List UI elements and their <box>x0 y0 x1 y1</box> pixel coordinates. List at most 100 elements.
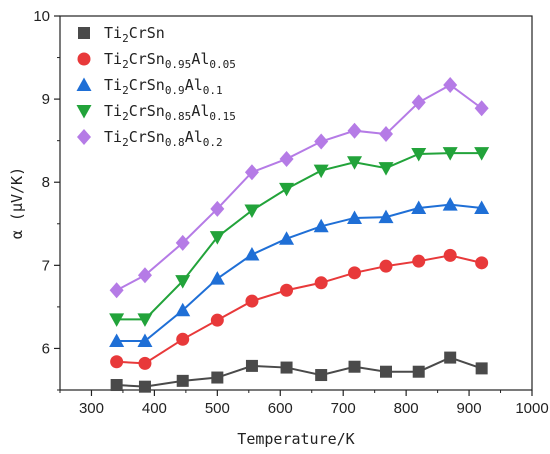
data-point <box>210 313 224 327</box>
data-point <box>313 164 329 179</box>
data-point <box>279 231 295 245</box>
legend: Ti2CrSn Ti2CrSn0.95Al0.05 Ti2CrSn0.9Al0.1 T… <box>76 24 236 149</box>
legend-marker <box>78 27 90 39</box>
series-5 <box>109 76 489 299</box>
x-axis-title: Temperature/K <box>237 430 354 448</box>
plot-frame <box>59 15 533 391</box>
data-point <box>137 313 153 327</box>
data-point <box>379 259 393 273</box>
data-point <box>137 267 152 284</box>
data-point <box>245 294 259 308</box>
data-point <box>378 126 393 143</box>
y-tick-label: 10 <box>33 8 50 25</box>
y-tick-label: 7 <box>42 257 50 274</box>
data-point <box>442 147 458 161</box>
data-point <box>176 374 189 387</box>
data-point <box>175 234 190 251</box>
data-point <box>138 380 151 393</box>
series-2 <box>110 248 489 370</box>
data-point <box>348 266 362 280</box>
data-point <box>474 200 490 214</box>
data-point <box>442 197 458 211</box>
data-point <box>411 94 426 111</box>
data-point <box>348 360 361 373</box>
data-point <box>443 248 457 262</box>
data-point <box>315 369 328 382</box>
data-point <box>110 379 123 392</box>
data-point <box>474 100 489 117</box>
legend-item: Ti2CrSn0.8Al0.2 <box>77 128 223 149</box>
legend-item: Ti2CrSn0.9Al0.1 <box>76 76 223 97</box>
data-point <box>244 204 260 218</box>
data-point <box>109 313 125 327</box>
x-tick-label: 1000 <box>515 400 548 417</box>
series-3 <box>109 197 490 347</box>
data-point <box>245 359 258 372</box>
legend-label: Ti2CrSn <box>104 24 165 45</box>
data-point <box>211 371 224 384</box>
data-point <box>378 209 394 224</box>
x-tick-label: 600 <box>268 400 293 417</box>
legend-label: Ti2CrSn0.85Al0.15 <box>104 102 236 123</box>
data-point <box>280 361 293 374</box>
series-line <box>116 254 482 365</box>
legend-label: Ti2CrSn0.95Al0.05 <box>104 50 236 71</box>
legend-item: Ti2CrSn0.95Al0.05 <box>77 50 236 71</box>
series-line <box>116 83 483 292</box>
data-point <box>138 356 152 370</box>
series-4 <box>109 147 490 327</box>
data-point <box>347 122 362 139</box>
legend-label: Ti2CrSn0.8Al0.2 <box>104 128 223 149</box>
x-tick-label: 700 <box>331 400 356 417</box>
legend-item: Ti2CrSn0.85Al0.15 <box>76 102 236 123</box>
data-point <box>313 218 329 233</box>
data-point <box>475 362 488 375</box>
legend-item: Ti2CrSn <box>78 24 165 45</box>
data-point <box>475 256 489 270</box>
data-point <box>444 351 457 364</box>
data-point <box>175 275 191 289</box>
data-point <box>411 200 427 214</box>
data-point <box>279 182 295 197</box>
data-point <box>378 162 394 176</box>
data-point <box>347 210 363 224</box>
data-point <box>110 355 124 369</box>
legend-marker <box>76 105 92 119</box>
y-tick-label: 8 <box>42 174 50 191</box>
data-point <box>379 365 392 378</box>
y-tick-label: 6 <box>42 340 50 357</box>
data-point <box>279 150 294 167</box>
data-point <box>412 365 425 378</box>
legend-label: Ti2CrSn0.9Al0.1 <box>104 76 223 97</box>
data-point <box>411 147 427 162</box>
data-point <box>109 333 125 347</box>
y-tick-label: 9 <box>42 91 50 108</box>
y-axis-title: α (μV/K) <box>8 167 26 239</box>
data-point <box>137 333 153 347</box>
data-point <box>209 271 225 285</box>
data-point <box>314 133 329 150</box>
data-point <box>443 76 458 93</box>
data-point <box>209 231 225 245</box>
series-line <box>116 203 482 342</box>
data-point <box>175 302 191 317</box>
data-point <box>347 156 363 170</box>
data-point <box>412 254 426 268</box>
x-tick-label: 900 <box>457 400 482 417</box>
data-point <box>210 200 225 217</box>
series-layer <box>109 76 490 393</box>
series-1 <box>110 351 488 393</box>
x-tick-label: 800 <box>394 400 419 417</box>
data-point <box>244 164 259 181</box>
series-line <box>116 356 482 388</box>
data-point <box>474 147 490 161</box>
x-tick-label: 400 <box>142 400 167 417</box>
data-point <box>244 247 260 261</box>
legend-marker <box>77 129 91 145</box>
data-point <box>176 332 190 346</box>
series-line <box>116 152 482 321</box>
data-point <box>314 276 328 290</box>
axes: 300 400 500 600 700 800 900 1000 6 7 8 9 10 <box>33 8 548 417</box>
data-point <box>109 282 124 299</box>
